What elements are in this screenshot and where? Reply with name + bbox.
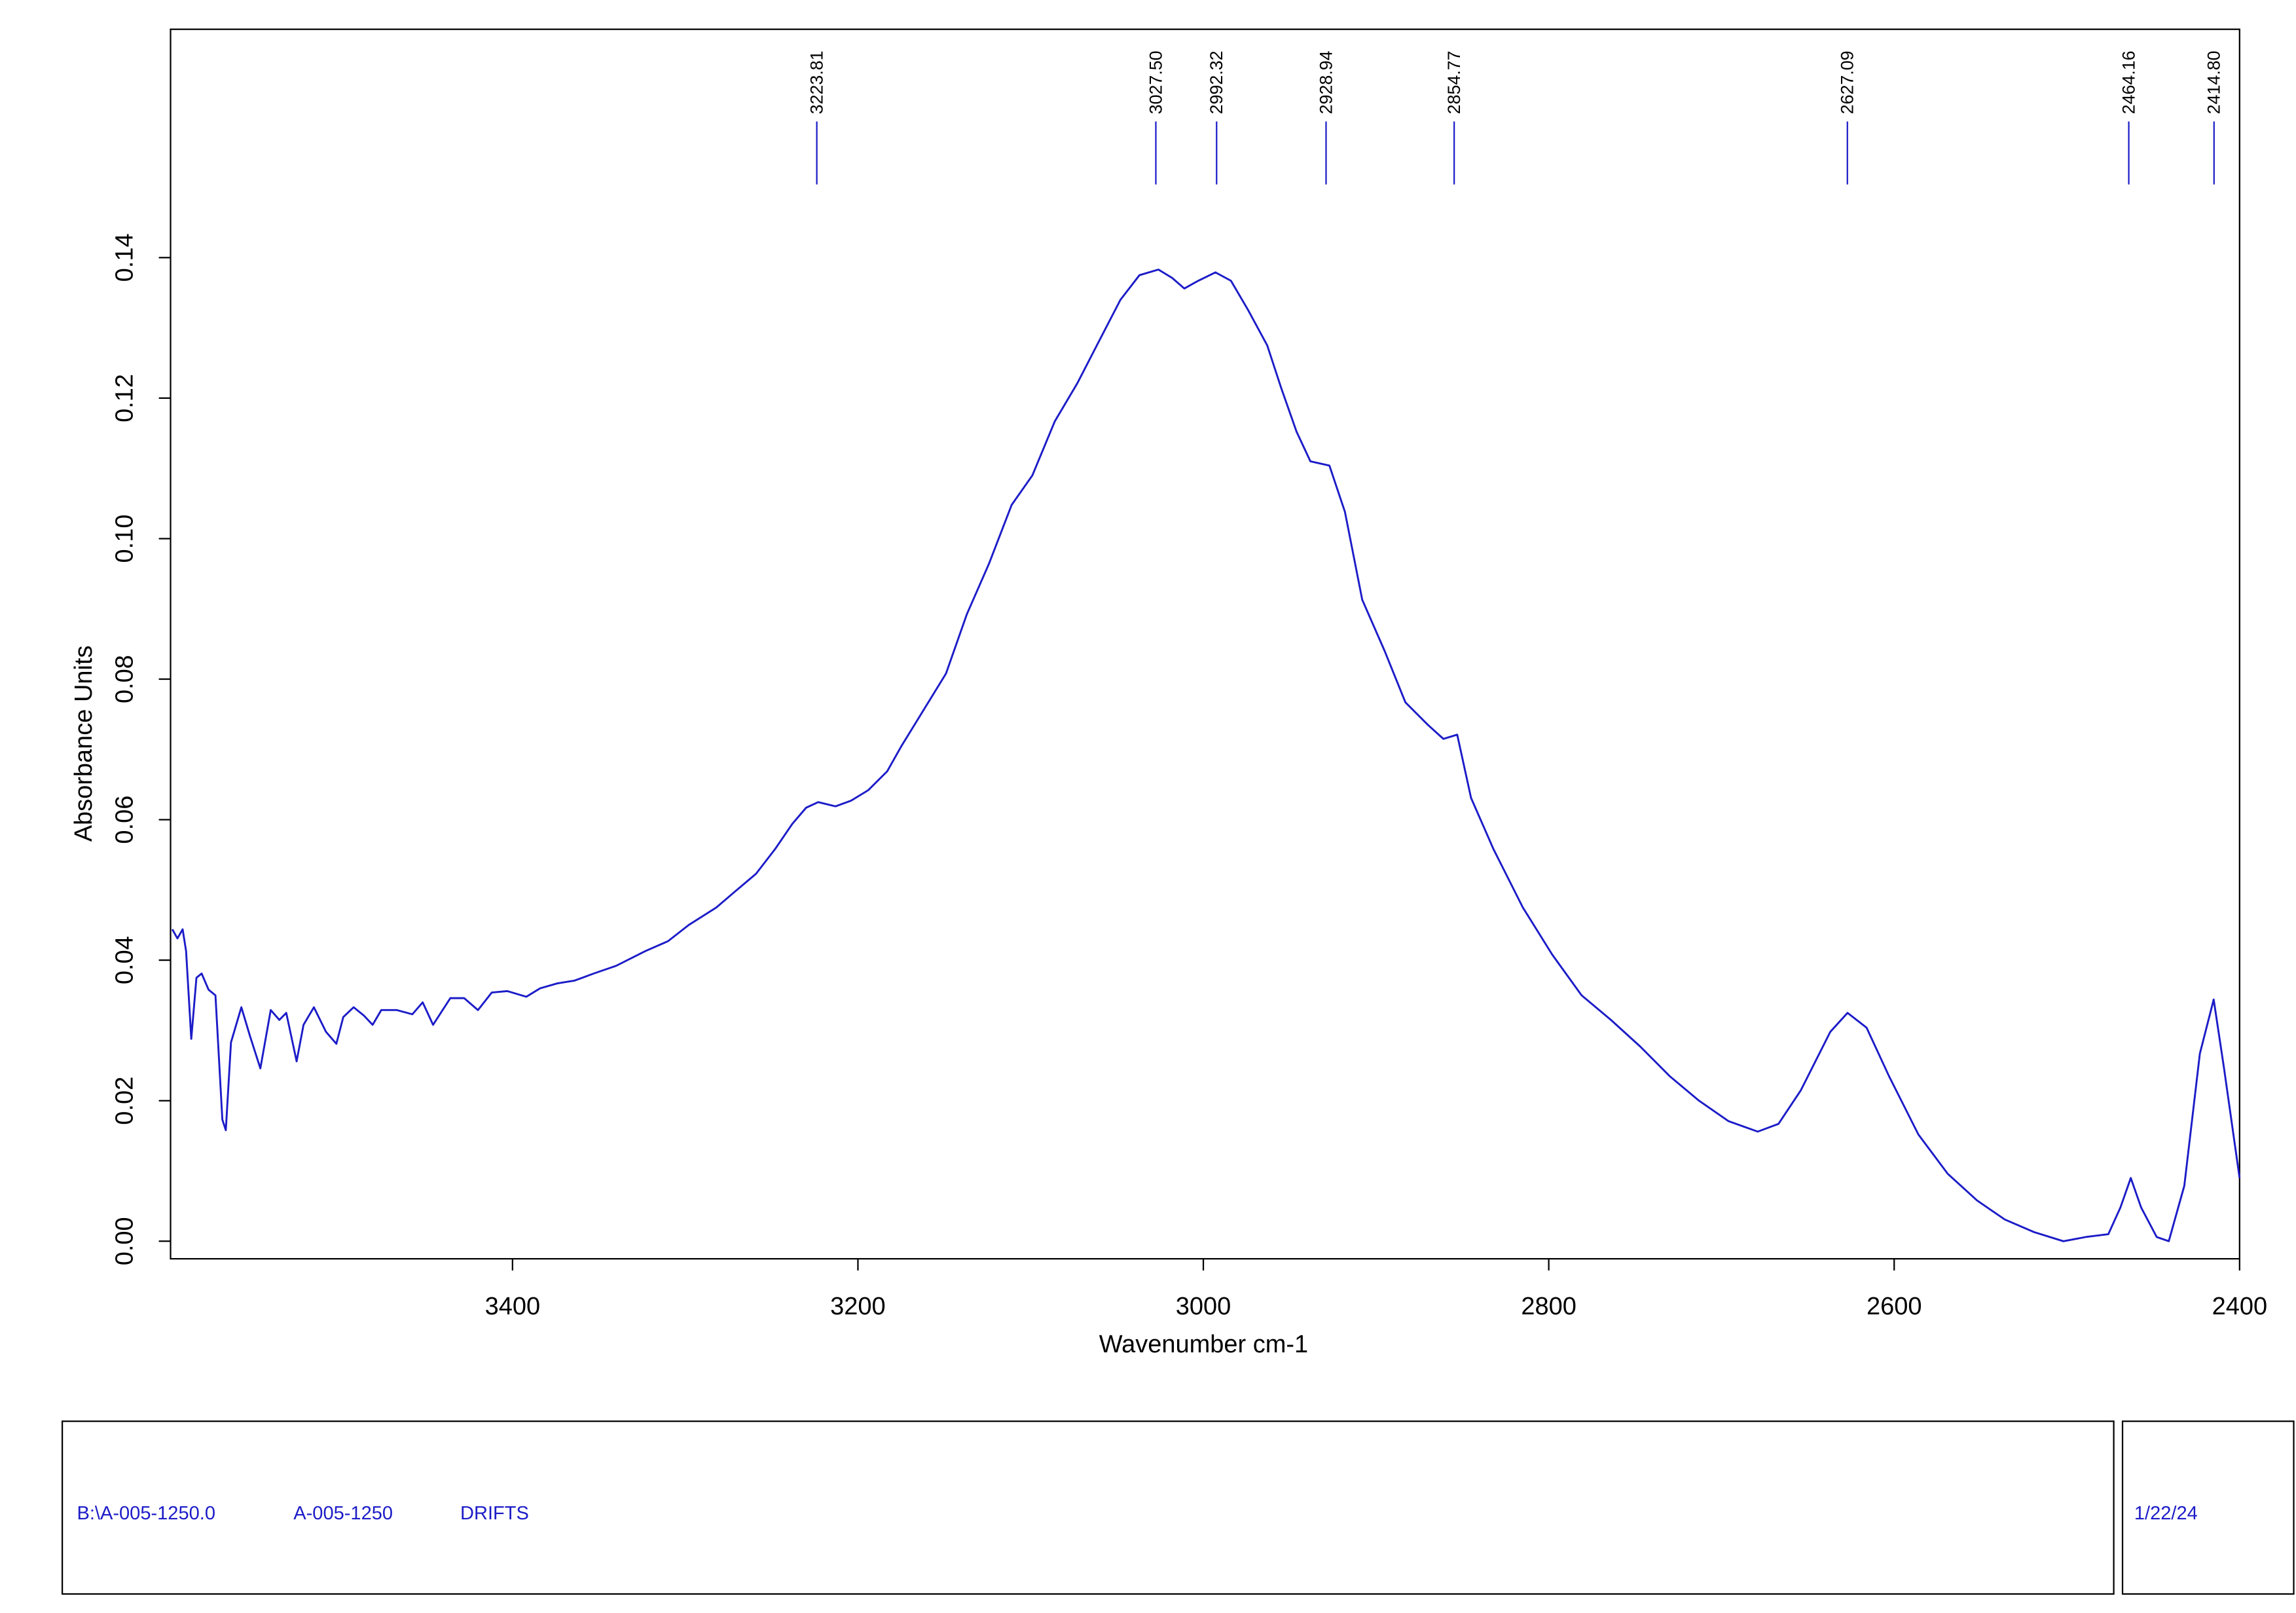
x-tick-label: 2400 [2212, 1293, 2268, 1320]
x-tick-label: 3000 [1176, 1293, 1231, 1320]
footer-method: DRIFTS [460, 1503, 529, 1524]
plot-frame [170, 28, 2240, 1260]
x-tick-label: 2800 [1521, 1293, 1576, 1320]
y-tick-label: 0.12 [111, 374, 138, 422]
y-tick-label: 0.14 [111, 233, 138, 282]
peak-label: 2928.94 [1316, 50, 1336, 114]
footer-file: B:\A-005-1250.0 [77, 1503, 215, 1524]
footer-box [61, 1420, 2115, 1595]
y-tick-label: 0.10 [111, 515, 138, 563]
y-tick-label: 0.06 [111, 796, 138, 844]
y-tick-label: 0.00 [111, 1217, 138, 1265]
spectrum-line [171, 269, 2241, 1242]
y-axis-title: Absorbance Units [70, 645, 98, 842]
peak-label: 3027.50 [1146, 50, 1165, 114]
peak-label: 2992.32 [1207, 50, 1226, 114]
x-tick-label: 3400 [485, 1293, 541, 1320]
peak-label: 2414.80 [2204, 50, 2224, 114]
x-tick-label: 2600 [1867, 1293, 1922, 1320]
footer-date: 1/22/24 [2134, 1503, 2198, 1524]
peak-label: 2464.16 [2119, 50, 2139, 114]
x-axis-title: Wavenumber cm-1 [1099, 1331, 1308, 1358]
peak-label: 2854.77 [1444, 50, 1464, 114]
date-box [2121, 1420, 2295, 1595]
peak-label: 2627.09 [1838, 50, 1857, 114]
y-tick-label: 0.08 [111, 655, 138, 703]
peak-label: 3223.81 [807, 50, 827, 114]
y-tick-label: 0.02 [111, 1077, 138, 1125]
footer-sample: A-005-1250 [293, 1503, 393, 1524]
x-tick-label: 3200 [830, 1293, 886, 1320]
y-tick-label: 0.04 [111, 936, 138, 984]
